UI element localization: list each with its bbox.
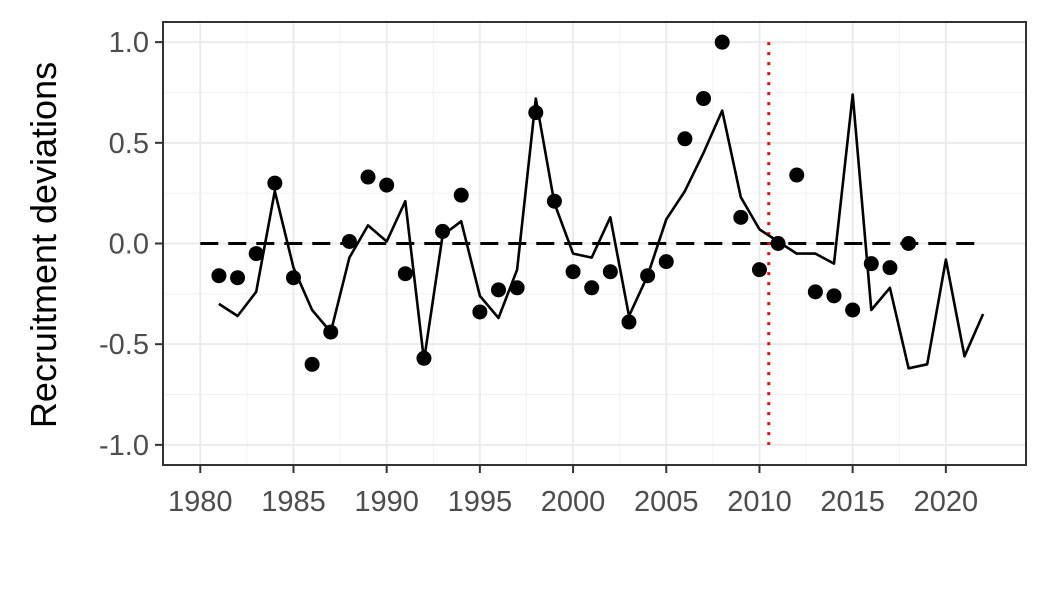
x-tick-label: 2015 bbox=[820, 486, 885, 518]
data-point bbox=[360, 169, 376, 185]
x-tick-label: 1995 bbox=[448, 486, 513, 518]
data-point bbox=[677, 131, 693, 147]
x-tick-label: 1980 bbox=[168, 486, 233, 518]
data-point bbox=[435, 223, 451, 239]
data-point bbox=[509, 280, 525, 296]
data-point bbox=[882, 260, 898, 276]
data-point bbox=[584, 280, 600, 296]
data-point bbox=[826, 288, 842, 304]
data-point bbox=[696, 91, 712, 107]
data-point bbox=[472, 304, 488, 320]
x-tick-label: 2010 bbox=[727, 486, 792, 518]
data-point bbox=[602, 264, 618, 280]
x-tick-label: 2000 bbox=[541, 486, 606, 518]
x-tick-label: 2020 bbox=[914, 486, 979, 518]
series-line bbox=[218, 93, 985, 370]
y-tick-label: 0.5 bbox=[109, 128, 149, 160]
reference-lines bbox=[200, 42, 984, 445]
data-point bbox=[304, 356, 320, 372]
data-point bbox=[379, 177, 395, 193]
data-point bbox=[658, 254, 674, 270]
axis-layer: 1980 1985 1990 1995 2000 2005 2010 2015 2020 -1.0… bbox=[99, 27, 978, 518]
y-tick-label: -0.5 bbox=[99, 329, 149, 361]
data-point bbox=[565, 264, 581, 280]
data-point bbox=[230, 270, 246, 286]
data-point bbox=[901, 236, 917, 251]
x-tick-label: 1985 bbox=[261, 486, 326, 518]
data-point bbox=[397, 266, 413, 282]
y-axis-title: Recruitment deviations bbox=[23, 62, 64, 428]
x-tick-label: 1990 bbox=[354, 486, 419, 518]
data-point bbox=[491, 282, 507, 298]
data-point bbox=[751, 262, 767, 278]
y-tick-label: 0.0 bbox=[109, 229, 149, 261]
data-point bbox=[714, 34, 730, 50]
data-point bbox=[267, 175, 283, 191]
data-point bbox=[211, 268, 227, 284]
data-point bbox=[621, 314, 637, 330]
y-tick-label: 1.0 bbox=[109, 27, 149, 59]
data-point bbox=[807, 284, 823, 300]
data-point bbox=[453, 187, 469, 203]
data-point bbox=[248, 246, 264, 262]
data-point bbox=[789, 167, 805, 183]
data-point bbox=[845, 302, 861, 318]
series-layer bbox=[211, 34, 985, 372]
y-tick-label: -1.0 bbox=[99, 430, 149, 462]
data-point bbox=[341, 233, 357, 249]
data-point bbox=[733, 209, 749, 225]
x-tick-label: 2005 bbox=[634, 486, 699, 518]
